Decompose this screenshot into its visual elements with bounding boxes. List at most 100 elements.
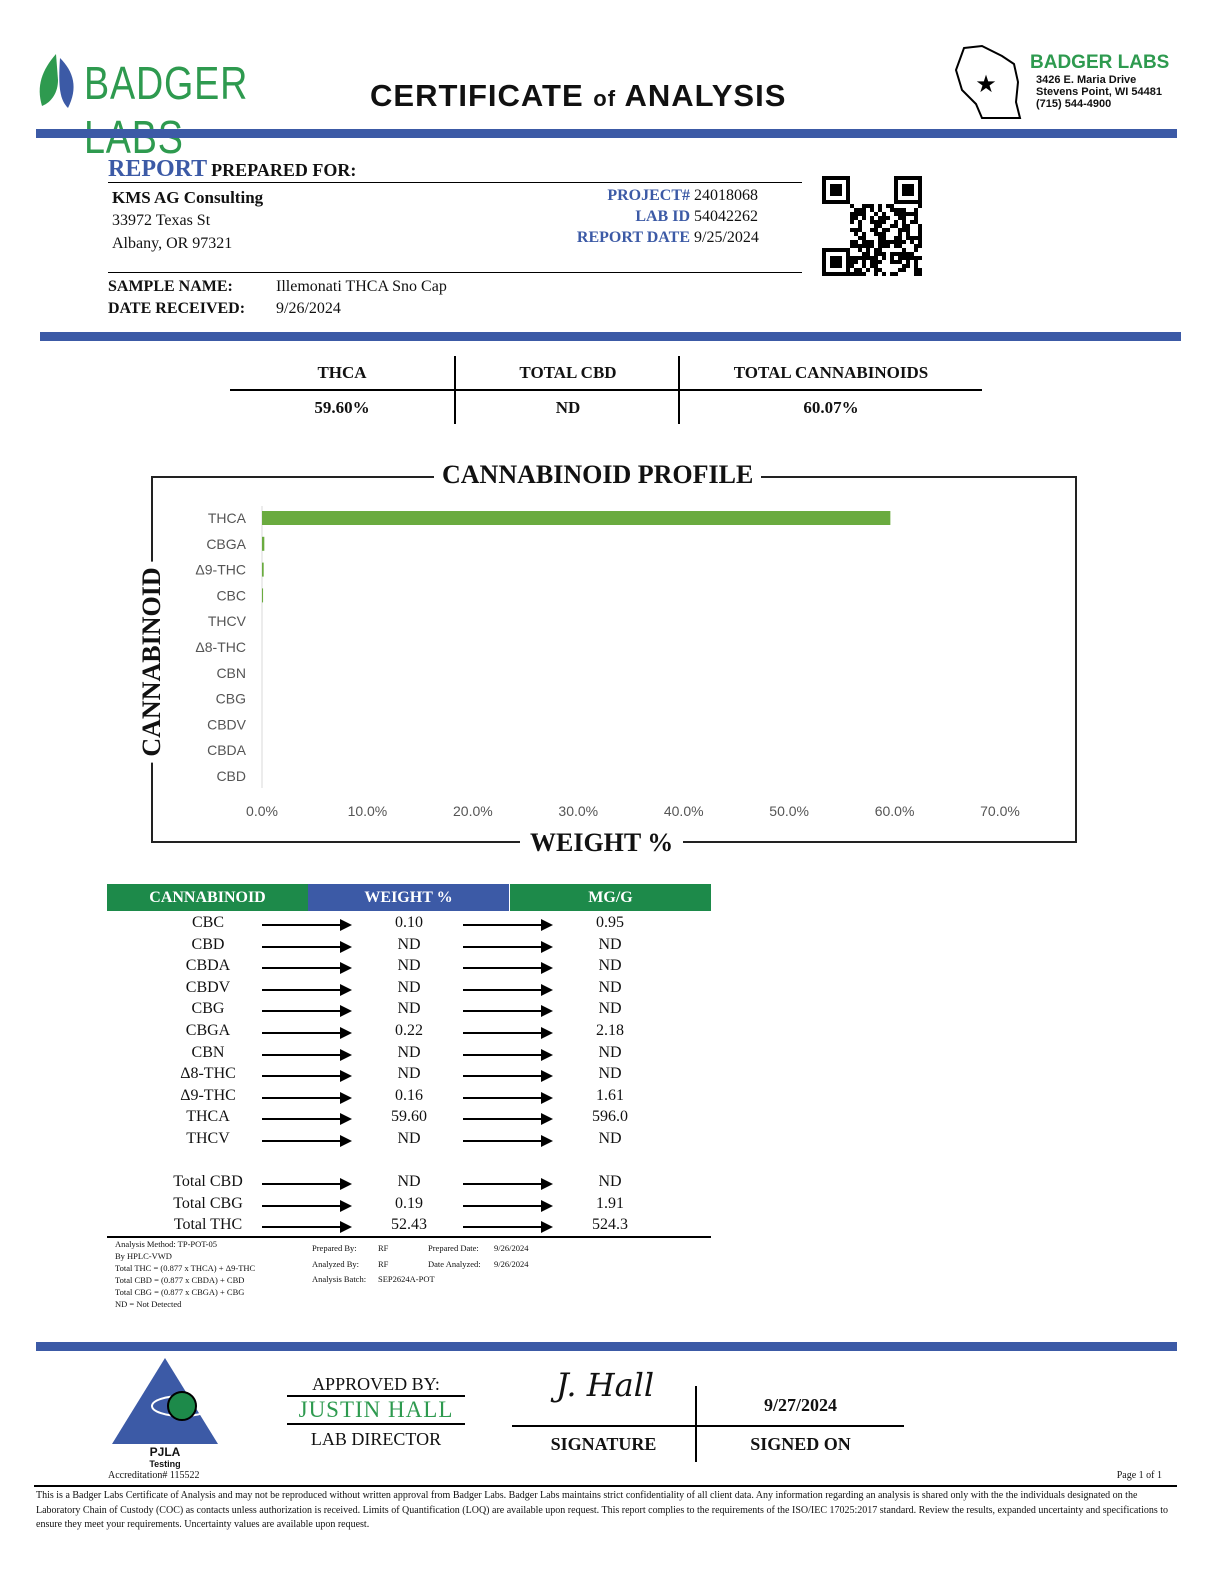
weight-percent: 0.16 [395, 1086, 423, 1104]
mg-per-g: ND [598, 1043, 622, 1061]
mg-per-g: 1.91 [596, 1194, 624, 1212]
mg-per-g: 524.3 [592, 1216, 628, 1234]
mg-per-g: 0.95 [596, 914, 624, 931]
col-header-cannabinoid: CANNABINOID [107, 884, 308, 911]
arrow-right-icon [262, 1091, 352, 1104]
weight-percent: 59.60 [391, 1108, 427, 1126]
divider [108, 272, 802, 273]
y-tick-label: CBDV [207, 716, 247, 732]
cannabinoid-name: CBDA [185, 957, 231, 975]
svg-text:★: ★ [975, 72, 997, 98]
cannabinoid-name: Δ8-THC [180, 1065, 236, 1083]
weight-percent: ND [397, 978, 421, 996]
arrow-right-icon [463, 962, 553, 975]
arrow-right-icon [463, 983, 553, 996]
cannabinoid-profile-chart: THCA CBGA Δ9-THC CBC THCV Δ8-THC CBN CBG CBDV CBD… [195, 506, 1020, 819]
arrow-right-icon [262, 962, 352, 975]
x-tick-label: 60.0% [875, 803, 915, 819]
document-title: CERTIFICATE of ANALYSIS [370, 78, 787, 113]
y-tick-label: CBD [216, 768, 246, 784]
disclaimer: This is a Badger Labs Certificate of Ana… [36, 1490, 1169, 1530]
col-header-weight: WEIGHT % [308, 884, 509, 911]
arrow-right-icon [463, 1070, 553, 1083]
cannabinoid-name: CBG [191, 1000, 225, 1018]
mg-per-g: ND [598, 957, 622, 975]
y-tick-label: Δ8-THC [195, 639, 246, 655]
divider-bottom [36, 1342, 1177, 1351]
arrow-right-icon [463, 1221, 553, 1234]
leaf-icon [39, 54, 74, 108]
accreditation-number: Accreditation# 115522 [108, 1470, 200, 1481]
analysis-notes: Analysis Method: TP-POT-05 By HPLC-VWD Tot… [115, 1239, 256, 1309]
arrow-right-icon [262, 983, 352, 996]
x-axis-title: WEIGHT % [520, 828, 684, 858]
arrow-right-icon [262, 1199, 352, 1212]
arrow-right-icon [463, 1091, 553, 1104]
report-meta: PROJECT# 24018068 LAB ID 54042262 REPORT… [576, 187, 759, 246]
wisconsin-map-icon: ★ [954, 44, 1022, 119]
total-cbd-value: ND [555, 398, 581, 417]
arrow-right-icon [463, 1178, 553, 1190]
arrow-right-icon [262, 1070, 352, 1083]
sample-info: SAMPLE NAME: Illemonati THCA Sno Cap DATE… [108, 278, 447, 317]
mg-per-g: ND [598, 1065, 622, 1083]
analysis-details: Prepared By: RF Prepared Date: 9/26/2024 An… [312, 1243, 529, 1284]
mg-per-g: ND [598, 1173, 622, 1190]
cannabinoid-name: Total CBG [173, 1194, 243, 1212]
weight-percent: 0.19 [395, 1194, 423, 1212]
x-tick-label: 20.0% [453, 803, 493, 819]
page-number: Page 1 of 1 [1116, 1470, 1162, 1481]
mg-per-g: ND [598, 935, 622, 953]
arrow-right-icon [262, 940, 352, 953]
cannabinoid-name: CBD [191, 935, 225, 953]
weight-percent: 0.22 [395, 1022, 423, 1039]
mg-per-g: 596.0 [592, 1108, 628, 1126]
divider-mid [40, 332, 1181, 341]
qr-code [822, 176, 922, 276]
cannabinoid-name: THCA [186, 1108, 230, 1126]
y-tick-label: THCA [208, 510, 247, 526]
bar-CBGA [262, 536, 265, 551]
x-tick-label: 10.0% [348, 803, 388, 819]
approval-block: APPROVED BY: JUSTIN HALL LAB DIRECTOR [287, 1374, 465, 1450]
signature-image: J. Hall [556, 1366, 655, 1404]
bar-CBC [262, 588, 264, 603]
arrow-right-icon [463, 1135, 553, 1147]
arrow-right-icon [262, 1005, 352, 1018]
weight-percent: ND [397, 1043, 421, 1061]
divider [108, 182, 802, 183]
weight-percent: ND [397, 1000, 421, 1018]
bar-Δ9-THC [262, 562, 264, 577]
signature-label: SIGNATURE [550, 1434, 657, 1454]
cannabinoid-name: CBN [191, 1043, 225, 1061]
weight-percent: ND [397, 1130, 421, 1147]
mg-per-g: ND [598, 1130, 622, 1147]
weight-percent: ND [397, 1065, 421, 1083]
thca-value: 59.60% [314, 398, 370, 417]
cannabinoid-name: THCV [186, 1130, 230, 1147]
y-tick-label: CBGA [206, 536, 246, 552]
arrow-right-icon [262, 1135, 352, 1147]
mg-per-g: 1.61 [596, 1086, 624, 1104]
cannabinoid-name: CBGA [185, 1022, 231, 1039]
chart-title: CANNABINOID PROFILE [434, 460, 762, 490]
pjla-text: PJLA Testing [149, 1445, 181, 1469]
arrow-right-icon [463, 940, 553, 953]
arrow-right-icon [262, 1048, 352, 1061]
signed-on-date: 9/27/2024 [763, 1395, 837, 1415]
mg-per-g: ND [598, 978, 622, 996]
mg-per-g: ND [598, 1000, 622, 1018]
summary-table: THCA TOTAL CBD TOTAL CANNABINOIDS 59.60%… [230, 356, 982, 426]
report-prepared-for: REPORT PREPARED FOR: [108, 156, 357, 182]
client-info: KMS AG Consulting 33972 Texas St Albany,… [112, 188, 264, 252]
cannabinoid-name: Total CBD [173, 1173, 243, 1190]
y-tick-label: CBG [216, 691, 246, 707]
cannabinoid-name: Δ9-THC [180, 1086, 236, 1104]
mg-per-g: 2.18 [596, 1022, 624, 1039]
arrow-right-icon [262, 919, 352, 931]
cannabinoid-name: Total THC [173, 1216, 243, 1234]
total-cannabinoids-value: 60.07% [803, 398, 859, 417]
weight-percent: 0.10 [395, 914, 423, 931]
weight-percent: ND [397, 957, 421, 975]
arrow-right-icon [463, 1113, 553, 1126]
